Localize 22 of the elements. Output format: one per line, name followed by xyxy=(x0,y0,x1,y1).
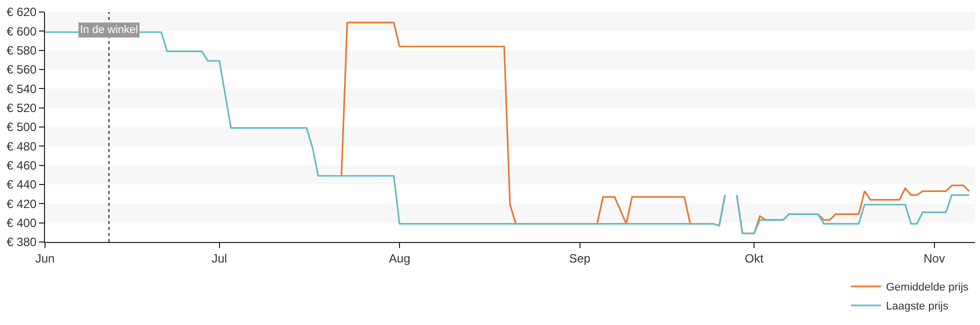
x-tick-label: Jun xyxy=(35,251,55,266)
y-tick-label: € 620 xyxy=(6,5,37,20)
legend-label: Gemiddelde prijs xyxy=(886,282,970,294)
legend-label: Laagste prijs xyxy=(886,300,949,313)
ref-line-label: In de winkel xyxy=(80,24,138,36)
y-tick-label: € 480 xyxy=(6,139,37,154)
x-tick-label: Nov xyxy=(924,251,945,266)
y-tick-label: € 500 xyxy=(6,120,37,134)
y-tick-label: € 440 xyxy=(6,178,37,192)
y-tick-label: € 380 xyxy=(6,235,37,250)
y-tick-label: € 560 xyxy=(6,62,37,77)
y-tick-label: € 580 xyxy=(6,44,37,58)
y-tick-label: € 460 xyxy=(6,158,37,173)
x-tick-label: Okt xyxy=(744,251,764,266)
y-tick-label: € 400 xyxy=(6,216,37,230)
x-tick-label: Sep xyxy=(569,251,591,266)
x-tick-label: Jul xyxy=(212,251,228,266)
y-tick-label: € 540 xyxy=(6,82,37,96)
y-tick-label: € 420 xyxy=(6,196,37,211)
x-tick-label: Aug xyxy=(388,251,410,266)
y-tick-label: € 600 xyxy=(6,24,37,38)
y-tick-label: € 520 xyxy=(6,101,37,116)
